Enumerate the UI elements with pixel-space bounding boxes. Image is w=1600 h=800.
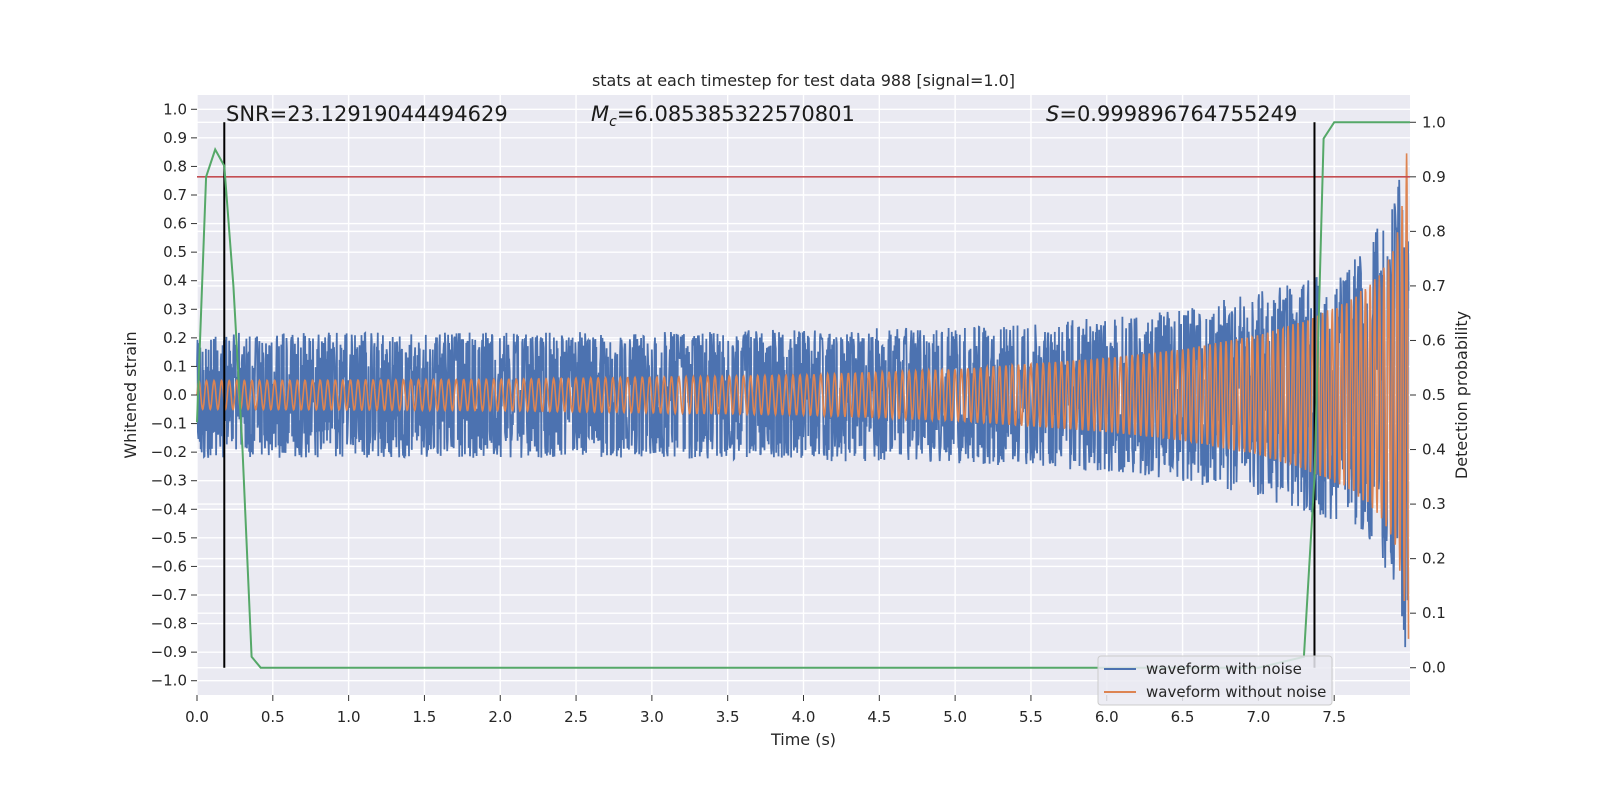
x-tick-label: 1.5 xyxy=(413,708,437,726)
legend-label-clean: waveform without noise xyxy=(1146,683,1326,701)
x-tick-label: 2.0 xyxy=(488,708,512,726)
mc-symbol: M xyxy=(591,102,609,126)
y-tick-label: 0.9 xyxy=(163,129,187,147)
x-tick-label: 4.5 xyxy=(867,708,891,726)
x-tick-label: 1.0 xyxy=(337,708,361,726)
y-tick-label: 1.0 xyxy=(163,100,187,118)
y-tick-label: −0.6 xyxy=(151,557,187,575)
y-tick-label: −0.9 xyxy=(151,643,187,661)
y-right-tick-label: 0.1 xyxy=(1422,604,1446,622)
chart-title: stats at each timestep for test data 988… xyxy=(592,71,1015,90)
y-right-tick-label: 0.7 xyxy=(1422,277,1446,295)
x-tick-label: 0.0 xyxy=(185,708,209,726)
x-tick-label: 4.0 xyxy=(792,708,816,726)
x-tick-label: 7.5 xyxy=(1322,708,1346,726)
y-tick-label: −1.0 xyxy=(151,672,187,690)
x-axis-label: Time (s) xyxy=(770,730,836,749)
y-tick-label: 0.7 xyxy=(163,186,187,204)
y-tick-label: 0.3 xyxy=(163,300,187,318)
x-tick-label: 0.5 xyxy=(261,708,285,726)
y-right-tick-label: 0.2 xyxy=(1422,550,1446,568)
x-tick-label: 3.0 xyxy=(640,708,664,726)
y-right-tick-label: 0.4 xyxy=(1422,441,1446,459)
s-value: =0.999896764755249 xyxy=(1059,102,1297,126)
y-axis-label: Whitened strain xyxy=(121,331,140,458)
y-tick-label: −0.1 xyxy=(151,415,187,433)
x-tick-label: 6.5 xyxy=(1171,708,1195,726)
y-tick-label: −0.8 xyxy=(151,615,187,633)
mc-value: =6.085385322570801 xyxy=(617,102,855,126)
y-right-tick-label: 0.5 xyxy=(1422,386,1446,404)
x-tick-label: 3.5 xyxy=(716,708,740,726)
y-tick-label: −0.7 xyxy=(151,586,187,604)
x-tick-label: 7.0 xyxy=(1246,708,1270,726)
y-tick-label: 0.8 xyxy=(163,157,187,175)
y-tick-label: −0.4 xyxy=(151,500,187,518)
y-right-tick-label: 0.6 xyxy=(1422,331,1446,349)
y-right-tick-label: 0.8 xyxy=(1422,222,1446,240)
chirp-mass-annotation: Mc=6.085385322570801 xyxy=(591,102,855,130)
x-tick-label: 6.0 xyxy=(1095,708,1119,726)
x-tick-label: 5.0 xyxy=(943,708,967,726)
legend: waveform with noise waveform without noi… xyxy=(1097,655,1333,706)
y-tick-label: 0.1 xyxy=(163,357,187,375)
series-detection-probability xyxy=(196,121,1410,669)
legend-label-noisy: waveform with noise xyxy=(1146,660,1302,678)
y-right-tick-label: 1.0 xyxy=(1422,113,1446,131)
score-annotation: S=0.999896764755249 xyxy=(1046,102,1297,126)
mc-subscript: c xyxy=(609,114,617,130)
x-tick-label: 5.5 xyxy=(1019,708,1043,726)
y-tick-label: −0.2 xyxy=(151,443,187,461)
y-tick-label: 0.0 xyxy=(163,386,187,404)
legend-box xyxy=(1097,655,1333,706)
y-tick-label: 0.6 xyxy=(163,215,187,233)
y-right-tick-label: 0.3 xyxy=(1422,495,1446,513)
y-tick-label: 0.5 xyxy=(163,243,187,261)
y-tick-label: −0.5 xyxy=(151,529,187,547)
y-axis-right-label: Detection probability xyxy=(1452,311,1471,479)
s-symbol: S xyxy=(1046,102,1059,126)
series-waveform-without-noise xyxy=(196,153,1410,639)
y-tick-label: 0.2 xyxy=(163,329,187,347)
x-tick-label: 2.5 xyxy=(564,708,588,726)
series-layer xyxy=(196,121,1410,669)
y-right-tick-label: 0.0 xyxy=(1422,659,1446,677)
y-tick-label: −0.3 xyxy=(151,472,187,490)
y-right-tick-label: 0.9 xyxy=(1422,168,1446,186)
y-tick-label: 0.4 xyxy=(163,272,187,290)
snr-annotation: SNR=23.12919044494629 xyxy=(226,102,508,126)
